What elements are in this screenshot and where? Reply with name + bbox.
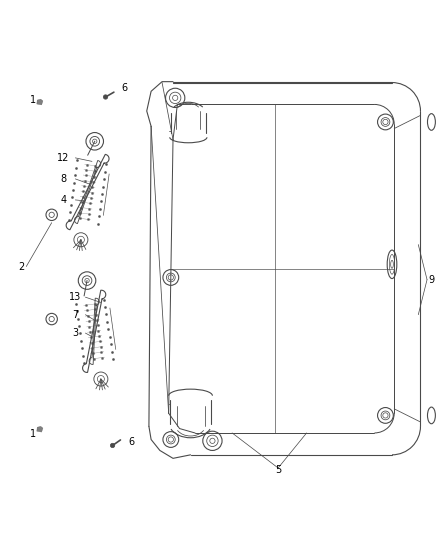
Text: 1: 1 [30,95,36,105]
Text: 2: 2 [18,262,24,271]
Polygon shape [37,426,43,432]
Text: 13: 13 [69,292,81,302]
Polygon shape [37,99,43,105]
Text: 12: 12 [57,153,70,163]
Text: 8: 8 [60,174,67,184]
Text: 1: 1 [30,429,36,439]
Circle shape [103,95,108,99]
Text: 4: 4 [60,195,67,205]
Text: 5: 5 [275,465,281,475]
Text: 7: 7 [72,310,78,320]
Text: 6: 6 [128,437,134,447]
Text: 9: 9 [428,274,434,285]
Circle shape [110,443,115,448]
Text: 3: 3 [72,328,78,338]
Text: 6: 6 [122,83,128,93]
